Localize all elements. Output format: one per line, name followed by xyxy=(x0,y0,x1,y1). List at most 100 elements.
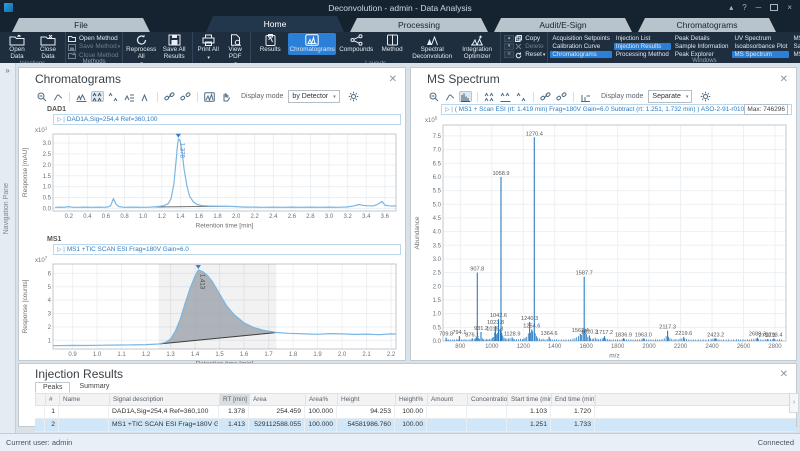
window-toggle-processing-method[interactable]: Processing Method xyxy=(614,51,671,58)
ms-spectrum-close-icon[interactable]: ✕ xyxy=(780,74,788,85)
window-toggle-injection-list[interactable]: Injection List xyxy=(614,35,671,42)
window-toggle-peak-details[interactable]: Peak Details xyxy=(673,35,731,42)
gallery-up-icon[interactable]: ▴ xyxy=(504,35,514,42)
view-single-icon[interactable] xyxy=(139,91,152,102)
table-row[interactable]: 1DAD1A,Sig=254,4 Ref=360,1001.378254.459… xyxy=(35,406,796,419)
open-data-button[interactable]: Open Data xyxy=(2,33,32,61)
pan-hand-icon[interactable] xyxy=(219,91,232,102)
gallery-down-icon[interactable]: ▾ xyxy=(504,43,514,50)
tab-chromatograms[interactable]: Chromatograms xyxy=(638,18,776,32)
link-x-axis-icon[interactable] xyxy=(163,91,176,102)
layout-method-button[interactable]: Method xyxy=(376,33,408,55)
print-all-button[interactable]: Print All xyxy=(195,33,221,62)
column-header-name[interactable]: Name xyxy=(60,394,110,405)
window-toggle-ms-lib-search-results[interactable]: MS Lib Search Results xyxy=(791,51,800,58)
scroll-right-icon[interactable]: › xyxy=(789,393,799,413)
column-header-signal-description[interactable]: Signal description xyxy=(110,394,220,405)
close-data-button[interactable]: Close Data xyxy=(33,33,63,61)
reset-button[interactable]: Reset xyxy=(515,51,545,59)
settings-gear-icon[interactable] xyxy=(699,91,712,102)
column-header-selector[interactable] xyxy=(36,394,46,405)
view-stacked-icon[interactable] xyxy=(499,91,512,102)
close-method-button[interactable]: Close Method xyxy=(68,52,120,59)
column-header-rt-min-[interactable]: RT [min] ▲ xyxy=(220,394,250,405)
close-icon[interactable]: × xyxy=(787,3,792,12)
zoom-curve-icon[interactable] xyxy=(443,91,456,102)
tab-processing[interactable]: Processing xyxy=(350,18,488,32)
maximize-icon[interactable] xyxy=(770,4,778,11)
window-toggle-acquisition-setpoints[interactable]: Acquisition Setpoints xyxy=(550,35,611,42)
tab-audit-esign[interactable]: Audit/E-Sign xyxy=(494,18,632,32)
cell xyxy=(467,419,507,431)
column-header--[interactable]: # xyxy=(46,394,60,405)
column-header-end-time-min-[interactable]: End time (min) xyxy=(552,394,596,405)
settings-gear-icon[interactable] xyxy=(347,91,360,102)
link-x-axis-icon[interactable] xyxy=(539,91,552,102)
layout-compounds-button[interactable]: Compounds xyxy=(337,33,375,55)
view-separate-icon[interactable] xyxy=(107,91,120,102)
window-toggle-uv-spectrum[interactable]: UV Spectrum xyxy=(732,35,789,42)
minimize-icon[interactable]: ─ xyxy=(756,3,762,12)
window-toggle-peak-explorer[interactable]: Peak Explorer xyxy=(673,51,731,58)
unlink-axis-icon[interactable] xyxy=(179,91,192,102)
ms1-legend[interactable]: ▷ |MS1 +TIC SCAN ESI Frag=180V Gain=6.0 xyxy=(53,244,401,255)
annotate-peaks-icon[interactable] xyxy=(203,91,216,102)
window-toggle-sample-purity-results[interactable]: Sample Purity Results xyxy=(791,43,800,50)
open-method-button[interactable]: Open Method xyxy=(68,35,120,42)
window-toggle-sample-information[interactable]: Sample Information xyxy=(673,43,731,50)
column-header-height-[interactable]: Height% xyxy=(396,394,428,405)
tab-summary[interactable]: Summary xyxy=(72,382,116,393)
window-toggle-ms-peak-table[interactable]: MS Peak Table xyxy=(791,35,800,42)
svg-text:2.0: 2.0 xyxy=(43,163,52,169)
window-toggle-ms-spectrum[interactable]: MS Spectrum xyxy=(732,51,789,58)
ms1-chromatogram-chart[interactable]: 0.91.01.11.21.31.41.51.61.71.81.92.02.12… xyxy=(21,255,401,367)
layout-spectral-deconvolution-button[interactable]: Spectral Deconvolution xyxy=(409,33,455,61)
column-header-amount[interactable]: Amount xyxy=(428,394,468,405)
save-method-button[interactable]: Save Method xyxy=(68,43,120,51)
gallery-expand-icon[interactable]: ≡ xyxy=(504,51,514,58)
help-icon[interactable]: ? xyxy=(742,3,746,12)
save-all-results-button[interactable]: Save All Results xyxy=(158,33,190,61)
zoom-out-icon[interactable] xyxy=(35,91,48,102)
view-overlaid-icon[interactable] xyxy=(483,91,496,102)
tab-file[interactable]: File xyxy=(12,18,150,32)
column-header-height[interactable]: Height xyxy=(338,394,396,405)
dad1-chromatogram-chart[interactable]: 0.20.40.60.81.01.21.41.61.82.02.22.42.62… xyxy=(21,125,401,229)
expand-nav-icon[interactable]: » xyxy=(0,66,15,75)
delete-button[interactable]: Delete xyxy=(515,43,545,50)
window-toggle-chromatograms[interactable]: Chromatograms xyxy=(550,51,611,58)
display-mode-select[interactable]: by Detector xyxy=(288,90,339,103)
ribbon-collapse-icon[interactable]: ▴ xyxy=(729,3,733,12)
column-header-area[interactable]: Area xyxy=(250,394,306,405)
ribbon-group-processing: Reprocess All Save All Results Processin… xyxy=(123,32,193,63)
zoom-spectrum-icon[interactable] xyxy=(459,91,472,102)
column-header-concentration[interactable]: Concentration xyxy=(468,394,508,405)
unlink-axis-icon[interactable] xyxy=(555,91,568,102)
view-list-icon[interactable] xyxy=(123,91,136,102)
layout-chromatograms-button[interactable]: Chromatograms xyxy=(288,33,336,55)
ms-spectrum-legend[interactable]: ▷ |( MS1 + Scan ESI (rt: 1.419 min) Frag… xyxy=(441,104,792,115)
layout-integration-optimizer-button[interactable]: Integration Optimizer xyxy=(456,33,498,61)
column-header-area-[interactable]: Area% xyxy=(306,394,338,405)
zoom-out-icon[interactable] xyxy=(427,91,440,102)
column-header-start-time-min-[interactable]: Start time (min) xyxy=(508,394,552,405)
display-mode-select[interactable]: Separate xyxy=(648,90,692,103)
layout-results-button[interactable]: Results xyxy=(253,33,287,55)
view-separate-icon[interactable] xyxy=(515,91,528,102)
tab-home[interactable]: Home xyxy=(206,16,344,32)
window-toggle-isoabsorbance-plot[interactable]: Isoabsorbance Plot xyxy=(732,43,789,50)
window-toggle-calibration-curve[interactable]: Calibration Curve xyxy=(550,43,611,50)
tab-peaks[interactable]: Peaks xyxy=(35,382,70,393)
injection-results-close-icon[interactable]: ✕ xyxy=(780,369,788,380)
dad1-legend[interactable]: ▷ |DAD1A,Sig=254,4 Ref=360,100 xyxy=(53,114,401,125)
view-stacked-icon[interactable] xyxy=(91,91,104,102)
zoom-curve-icon[interactable] xyxy=(51,91,64,102)
svg-text:709.8: 709.8 xyxy=(439,332,453,338)
window-toggle-injection-results[interactable]: Injection Results xyxy=(614,43,671,50)
copy-button[interactable]: Copy xyxy=(515,35,545,42)
ms-spectrum-chart[interactable]: 709.8794.1876.1907.8931.21019.31023.8104… xyxy=(413,115,792,359)
peak-labels-icon[interactable] xyxy=(579,91,592,102)
view-overlaid-icon[interactable] xyxy=(75,91,88,102)
chromatograms-close-icon[interactable]: ✕ xyxy=(389,74,397,85)
table-row[interactable]: 2MS1 +TIC SCAN ESI Frag=180V Gain...1.41… xyxy=(35,419,796,432)
